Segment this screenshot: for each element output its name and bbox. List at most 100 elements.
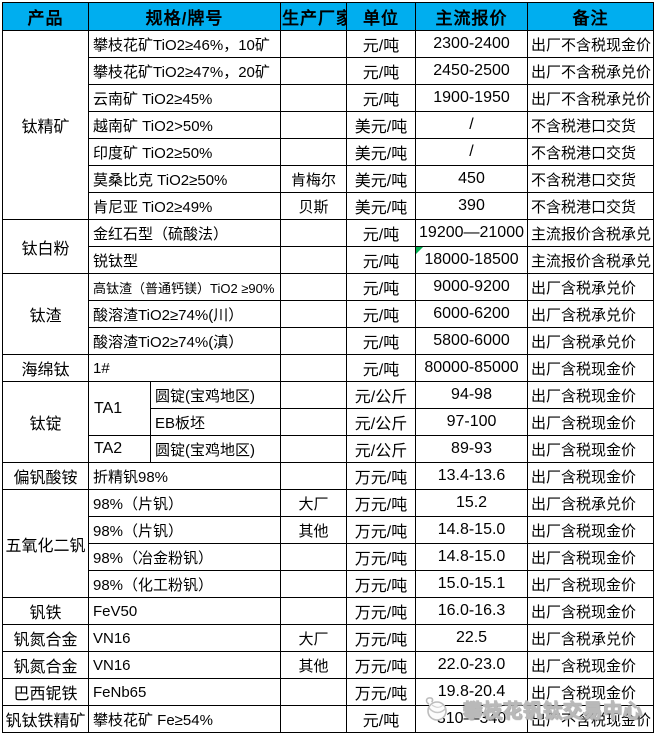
price-cell: 97-100 [415,408,529,436]
spec-cell: VN16 [87,624,282,652]
table-row: 钒氮合金 VN16 大厂 万元/吨 22.5 出厂含税承兑价 [2,624,655,652]
unit-cell: 美元/吨 [346,165,417,193]
maker-cell [280,219,348,247]
note-cell: 出厂含税现金价 [527,651,655,679]
table-row: 海绵钛 1# 元/吨 80000-85000 出厂含税现金价 [2,354,655,382]
unit-cell: 元/吨 [346,327,417,355]
price-cell: 80000-85000 [415,354,529,382]
spec-cell: 攀枝花矿TiO2≥47%，20矿 [87,57,282,85]
col-header-price: 主流报价 [415,2,529,31]
price-cell: 22.0-23.0 [415,651,529,679]
product-cell: 钒氮合金 [2,624,89,652]
spec-cell: 锐钛型 [87,246,282,274]
product-cell: 巴西铌铁 [2,678,89,706]
price-cell: 450 [415,165,529,193]
unit-cell: 万元/吨 [346,570,417,598]
sub-cell: TA1 [88,381,151,436]
unit-cell: 万元/吨 [346,489,417,517]
price-cell: / [415,111,529,139]
sub-cell: TA2 [88,435,151,463]
table-row: 云南矿 TiO2≥45% 元/吨 1900-1950 出厂不含税承兑价 [3,84,655,112]
unit-cell: 元/吨 [346,30,417,58]
price-cell: 22.5 [415,624,529,652]
spec-cell: 98%（冶金粉钒） [87,543,282,571]
product-cell: 钛白粉 [2,219,89,274]
unit-cell: 万元/吨 [346,651,417,679]
note-cell: 出厂含税承兑价 [527,327,655,355]
note-cell: 出厂含税现金价 [527,435,655,463]
unit-cell: 元/吨 [346,84,417,112]
price-cell: 9000-9200 [415,273,529,301]
product-cell: 钒铁 [2,597,89,625]
table-row: 巴西铌铁 FeNb65 万元/吨 19.8-20.4 出厂含税现金价 [2,678,655,706]
unit-cell: 元/吨 [346,219,417,247]
table-row: 越南矿 TiO2>50% 美元/吨 / 不含税港口交货 [3,111,655,139]
note-cell: 出厂含税现金价 [527,408,655,436]
table-row: 98%（冶金粉钒） 万元/吨 14.8-15.0 出厂含税现金价 [3,543,655,571]
note-cell: 出厂不含税现金价 [527,705,655,733]
note-cell: 出厂不含税现金价 [527,30,655,58]
maker-cell [280,300,348,328]
spec-cell: 圆锭(宝鸡地区) [149,435,282,463]
price-cell: 390 [415,192,529,220]
spec-cell: FeNb65 [87,678,282,706]
note-cell: 出厂含税承兑价 [527,624,655,652]
maker-cell [280,462,348,490]
spec-cell: 酸溶渣TiO2≥74%(滇） [87,327,282,355]
unit-cell: 元/吨 [346,57,417,85]
price-cell: 1900-1950 [415,84,529,112]
note-cell: 不含税港口交货 [527,165,655,193]
maker-cell [280,354,348,382]
table-row: 钛精矿 攀枝花矿TiO2≥46%，10矿 元/吨 2300-2400 出厂不含税现金价 [2,30,655,220]
maker-cell [280,408,348,436]
table-row: 锐钛型 元/吨 18000-18500 主流报价含税承兑 [3,246,655,274]
unit-cell: 元/公斤 [346,381,417,409]
col-header-spec: 规格/牌号 [87,2,282,31]
maker-cell [280,84,348,112]
note-cell: 出厂含税现金价 [527,516,655,544]
unit-cell: 元/吨 [346,246,417,274]
maker-cell: 肯梅尔 [280,165,348,193]
price-cell: 6000-6200 [415,300,529,328]
table-row: 钒钛铁精矿 攀枝花矿 Fe≥54% 元/吨 310—340 出厂不含税现金价 [2,705,655,733]
table-row: 钒铁 FeV50 万元/吨 16.0-16.3 出厂含税现金价 [2,597,655,625]
spec-cell: 酸溶渣TiO2≥74%(川） [87,300,282,328]
maker-cell: 大厂 [280,489,348,517]
unit-cell: 美元/吨 [346,138,417,166]
unit-cell: 元/公斤 [346,408,417,436]
price-table-body: 钛精矿 攀枝花矿TiO2≥46%，10矿 元/吨 2300-2400 出厂不含税现金价攀… [2,30,655,733]
maker-cell [280,273,348,301]
note-cell: 出厂含税现金价 [527,570,655,598]
note-cell: 出厂含税现金价 [527,678,655,706]
price-cell: 89-93 [415,435,529,463]
maker-cell [280,678,348,706]
unit-cell: 美元/吨 [346,192,417,220]
maker-cell [280,57,348,85]
unit-cell: 万元/吨 [346,543,417,571]
product-cell: 钛渣 [2,273,89,355]
table-row: 98%（片钒） 其他 万元/吨 14.8-15.0 出厂含税现金价 [3,516,655,544]
spec-cell: 98%（化工粉钒） [87,570,282,598]
price-cell: 16.0-16.3 [415,597,529,625]
maker-cell [280,138,348,166]
unit-cell: 美元/吨 [346,111,417,139]
table-row: 印度矿 TiO2≥50% 美元/吨 / 不含税港口交货 [3,138,655,166]
note-cell: 出厂含税现金价 [527,597,655,625]
table-row: 五氧化二钒 98%（片钒） 大厂 万元/吨 15.2 出厂含税承兑价 [2,489,655,598]
unit-cell: 元/吨 [346,354,417,382]
spec-cell: 98%（片钒） [87,516,282,544]
maker-cell [280,381,348,409]
price-cell: / [415,138,529,166]
spec-cell: 圆锭(宝鸡地区) [149,381,282,409]
unit-cell: 万元/吨 [346,516,417,544]
maker-cell: 其他 [280,516,348,544]
spec-cell: EB板坯 [149,408,282,436]
product-cell: 偏钒酸铵 [2,462,89,490]
spec-cell: 云南矿 TiO2≥45% [87,84,282,112]
unit-cell: 元/吨 [346,273,417,301]
price-cell: 310—340 [415,705,529,733]
spec-cell: 越南矿 TiO2>50% [87,111,282,139]
table-row: 酸溶渣TiO2≥74%(川） 元/吨 6000-6200 出厂含税承兑价 [3,300,655,328]
